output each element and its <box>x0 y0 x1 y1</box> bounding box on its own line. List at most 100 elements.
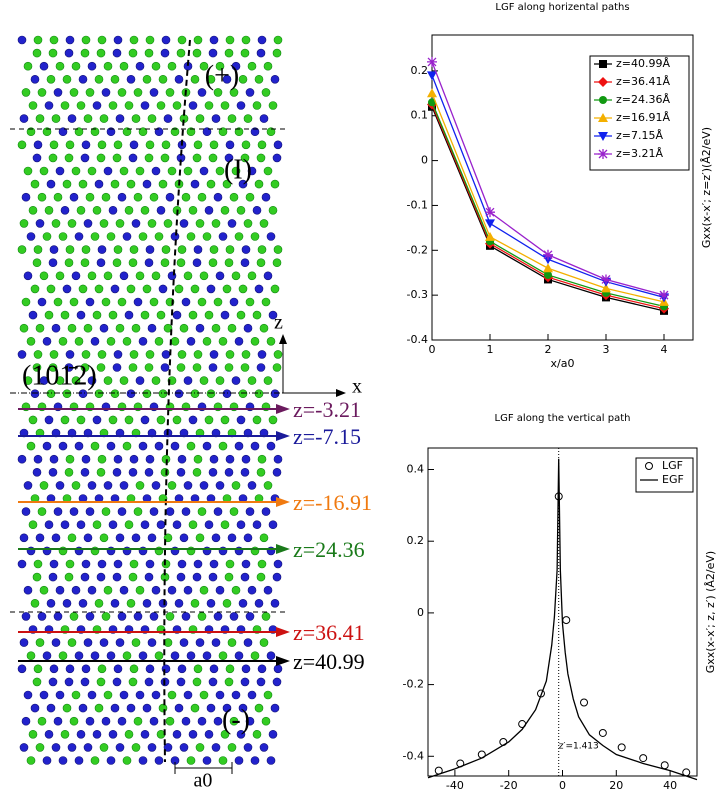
atom <box>245 192 255 202</box>
atom <box>51 323 61 333</box>
atom <box>49 454 59 464</box>
atom <box>122 127 132 136</box>
atom <box>135 376 145 385</box>
atom <box>129 35 139 45</box>
atom <box>176 467 186 477</box>
atom <box>30 703 40 713</box>
atom <box>32 48 42 58</box>
atom <box>231 690 241 700</box>
atom <box>158 75 168 84</box>
atom <box>126 703 136 713</box>
atom <box>261 507 271 516</box>
atom <box>259 743 269 752</box>
atom <box>92 101 102 110</box>
atom <box>140 415 150 425</box>
atom <box>213 716 223 726</box>
atom <box>211 638 221 647</box>
atom <box>241 140 251 150</box>
atom <box>23 271 33 281</box>
marker <box>485 231 495 241</box>
atom <box>117 612 127 621</box>
atom <box>51 533 61 543</box>
atom <box>126 179 136 189</box>
atom <box>158 179 168 189</box>
atom <box>177 350 187 359</box>
atom <box>55 61 65 71</box>
arrow-head <box>276 404 290 414</box>
atom <box>188 729 198 739</box>
atom <box>21 192 31 202</box>
atom <box>28 729 38 739</box>
atom <box>129 664 139 674</box>
atom <box>181 716 191 726</box>
atom <box>245 507 255 516</box>
arrow-head <box>336 389 346 397</box>
atom <box>122 336 132 346</box>
atom <box>55 690 65 700</box>
atom <box>209 350 219 359</box>
atom <box>231 271 241 281</box>
atom <box>250 127 260 136</box>
atom <box>202 336 212 346</box>
atom <box>245 612 255 621</box>
y-tick-label: 0 <box>421 154 428 167</box>
atom <box>30 598 40 608</box>
atom <box>179 323 189 333</box>
atom <box>161 350 171 359</box>
atom <box>90 127 100 136</box>
atom <box>117 297 127 307</box>
atom <box>112 48 122 58</box>
atom <box>192 48 202 58</box>
atom <box>190 284 200 294</box>
atom <box>103 376 113 385</box>
atom <box>222 389 232 399</box>
atom <box>243 743 253 752</box>
chart-title: LGF along the vertical path <box>495 413 631 424</box>
atom <box>69 507 79 516</box>
atom <box>64 258 74 268</box>
atom <box>220 310 230 320</box>
atom <box>65 664 75 674</box>
atom <box>101 88 111 97</box>
atom <box>195 533 205 543</box>
atom <box>129 245 139 254</box>
atom <box>113 350 123 359</box>
atom <box>213 612 223 621</box>
atom <box>231 376 241 385</box>
atom <box>140 520 150 530</box>
atom <box>160 258 170 268</box>
atom <box>48 363 58 372</box>
y-tick-label: -0.2 <box>407 243 428 256</box>
atom <box>202 651 212 661</box>
atom <box>128 363 138 372</box>
atom <box>69 716 79 726</box>
atom <box>65 140 75 150</box>
marker <box>598 77 608 87</box>
atom <box>83 638 93 647</box>
atom <box>87 585 97 595</box>
atom <box>252 520 262 530</box>
atom <box>165 88 175 97</box>
atom <box>206 75 216 84</box>
atom <box>74 232 84 241</box>
atom <box>42 127 52 136</box>
atom <box>94 179 104 189</box>
atom <box>21 716 31 726</box>
atom <box>117 507 127 516</box>
atom <box>39 481 49 490</box>
atom <box>33 559 43 569</box>
atom <box>261 297 271 307</box>
marker <box>598 113 608 122</box>
atom <box>270 75 280 84</box>
atom <box>145 245 155 254</box>
atom <box>64 48 74 58</box>
atom <box>259 638 269 647</box>
atom <box>26 336 36 346</box>
atom <box>23 166 33 176</box>
atom <box>131 323 141 333</box>
atom <box>240 48 250 58</box>
atom <box>92 520 102 530</box>
atom <box>42 651 52 661</box>
atom <box>49 245 59 254</box>
atom <box>208 572 218 582</box>
